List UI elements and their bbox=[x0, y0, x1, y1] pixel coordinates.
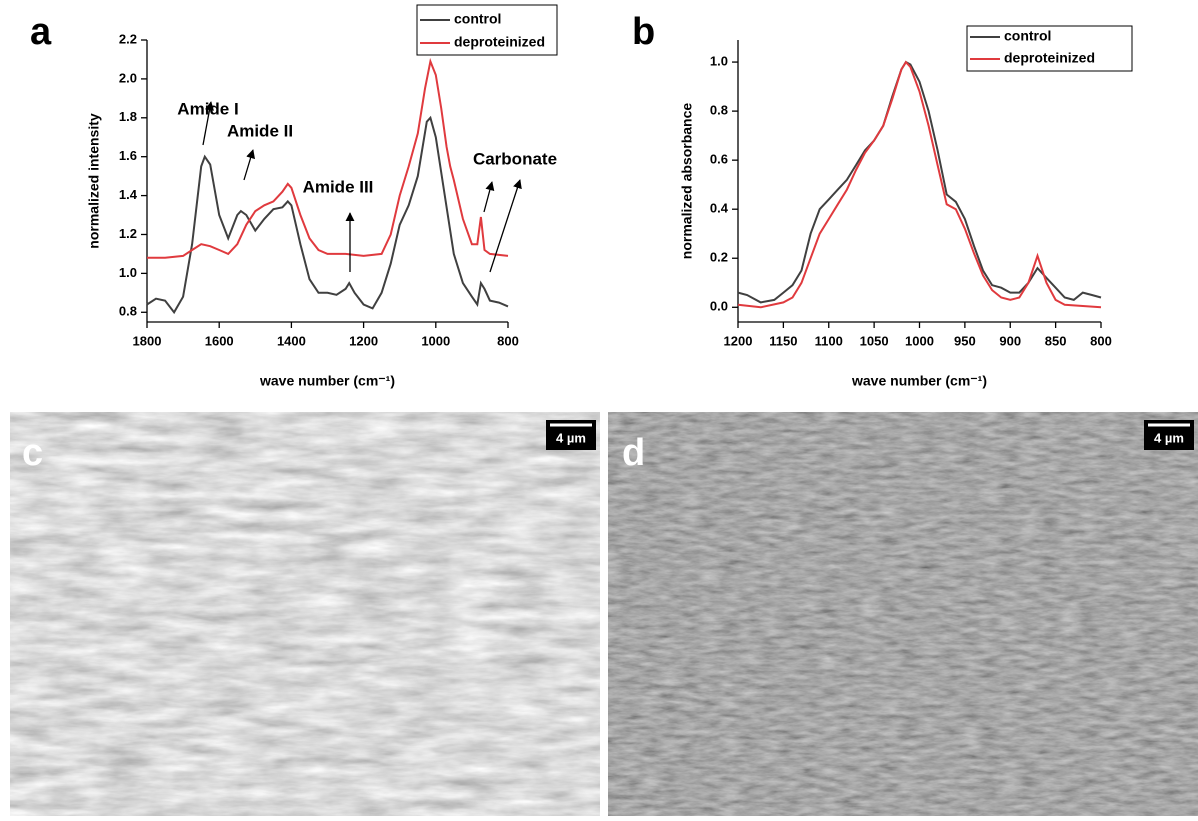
x-tick-label: 1200 bbox=[724, 333, 753, 348]
y-tick-label: 1.0 bbox=[710, 54, 728, 69]
annotation-arrow bbox=[202, 101, 214, 146]
annotation-arrow bbox=[243, 149, 256, 181]
x-tick-label: 1000 bbox=[905, 333, 934, 348]
scale-bar-label: 4 µm bbox=[1154, 430, 1184, 445]
y-tick-label: 2.2 bbox=[119, 31, 137, 46]
x-tick-label: 1600 bbox=[205, 333, 234, 348]
annotation-arrow bbox=[489, 179, 522, 273]
x-tick-label: 900 bbox=[999, 333, 1021, 348]
annotation: Amide III bbox=[303, 177, 374, 196]
line-series bbox=[146, 115, 509, 315]
y-tick-label: 0.0 bbox=[710, 299, 728, 314]
y-axis-label: normalized absorbance bbox=[679, 103, 695, 260]
x-tick-label: 1200 bbox=[349, 333, 378, 348]
y-tick-label: 0.2 bbox=[710, 250, 728, 265]
x-tick-label: 1150 bbox=[769, 333, 797, 348]
y-tick-label: 1.4 bbox=[119, 187, 138, 202]
annotation-arrow bbox=[483, 181, 495, 213]
y-axis-label: normalized intensity bbox=[86, 113, 102, 249]
panel-label: a bbox=[30, 11, 52, 53]
x-tick-label: 950 bbox=[954, 333, 976, 348]
annotation: Amide II bbox=[227, 121, 293, 140]
legend-label: deproteinized bbox=[454, 34, 545, 50]
x-tick-label: 800 bbox=[1090, 333, 1112, 348]
x-tick-label: 1800 bbox=[133, 333, 162, 348]
scale-bar-label: 4 µm bbox=[556, 430, 586, 445]
line-series bbox=[737, 60, 1102, 309]
y-tick-label: 2.0 bbox=[119, 70, 137, 85]
panel-label: c bbox=[22, 432, 43, 474]
x-tick-label: 850 bbox=[1045, 333, 1067, 348]
sem-image bbox=[10, 412, 600, 816]
sem-image bbox=[608, 412, 1198, 816]
y-tick-label: 1.0 bbox=[119, 265, 137, 280]
x-tick-label: 1400 bbox=[277, 333, 306, 348]
line-series bbox=[147, 57, 509, 259]
x-tick-label: 1050 bbox=[860, 333, 889, 348]
legend-label: control bbox=[454, 11, 501, 27]
line-series bbox=[737, 60, 1102, 304]
y-tick-label: 0.8 bbox=[710, 103, 728, 118]
y-tick-label: 0.4 bbox=[710, 201, 729, 216]
x-tick-label: 1100 bbox=[815, 333, 843, 348]
x-tick-label: 800 bbox=[497, 333, 519, 348]
legend-label: control bbox=[1004, 28, 1051, 44]
y-tick-label: 0.8 bbox=[119, 304, 137, 319]
y-tick-label: 0.6 bbox=[710, 152, 728, 167]
y-tick-label: 1.2 bbox=[119, 226, 137, 241]
legend-box bbox=[966, 25, 1133, 72]
x-axis-label: wave number (cm⁻¹) bbox=[851, 373, 987, 389]
panel-label: b bbox=[632, 11, 655, 53]
panel-label: d bbox=[622, 432, 645, 474]
x-tick-label: 1000 bbox=[421, 333, 450, 348]
x-axis-label: wave number (cm⁻¹) bbox=[259, 373, 395, 389]
legend-label: deproteinized bbox=[1004, 50, 1095, 66]
y-tick-label: 1.6 bbox=[119, 148, 137, 163]
y-tick-label: 1.8 bbox=[119, 109, 137, 124]
annotation: Carbonate bbox=[473, 149, 557, 168]
legend-box bbox=[416, 4, 558, 56]
